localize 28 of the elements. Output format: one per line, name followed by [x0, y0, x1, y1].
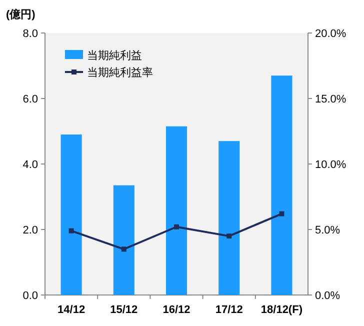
point: [121, 246, 126, 252]
y2-tick-label: 10.0%: [315, 159, 346, 171]
bar: [218, 141, 240, 295]
x-tick-label: 16/12: [162, 304, 190, 316]
point: [174, 224, 179, 230]
x-tick-label: 18/12(F): [260, 304, 303, 316]
legend-label: 当期純利益率: [87, 66, 153, 79]
y-tick-label: 0.0: [22, 290, 38, 302]
y2-tick-label: 0.0%: [315, 290, 340, 302]
y-tick-label: 8.0: [22, 28, 38, 40]
x-tick-label: 17/12: [215, 304, 243, 316]
y-tick-label: 4.0: [22, 159, 38, 171]
y-tick-label: 6.0: [22, 94, 38, 106]
x-tick-label: 15/12: [110, 304, 138, 316]
point: [226, 234, 232, 239]
legend-label: 当期純利益: [87, 49, 142, 62]
bar: [271, 76, 292, 295]
point: [68, 228, 74, 234]
y2-tick-label: 15.0%: [315, 94, 346, 106]
y2-tick-label: 20.0%: [315, 28, 346, 40]
point: [279, 211, 284, 216]
bar: [113, 185, 134, 295]
y2-tick-label: 5.0%: [315, 224, 340, 236]
bar: [166, 126, 188, 295]
y-axis-title: (億円): [6, 8, 36, 21]
x-tick-label: 14/12: [58, 304, 86, 316]
y-tick-label: 2.0: [22, 224, 38, 236]
bar: [60, 134, 82, 295]
